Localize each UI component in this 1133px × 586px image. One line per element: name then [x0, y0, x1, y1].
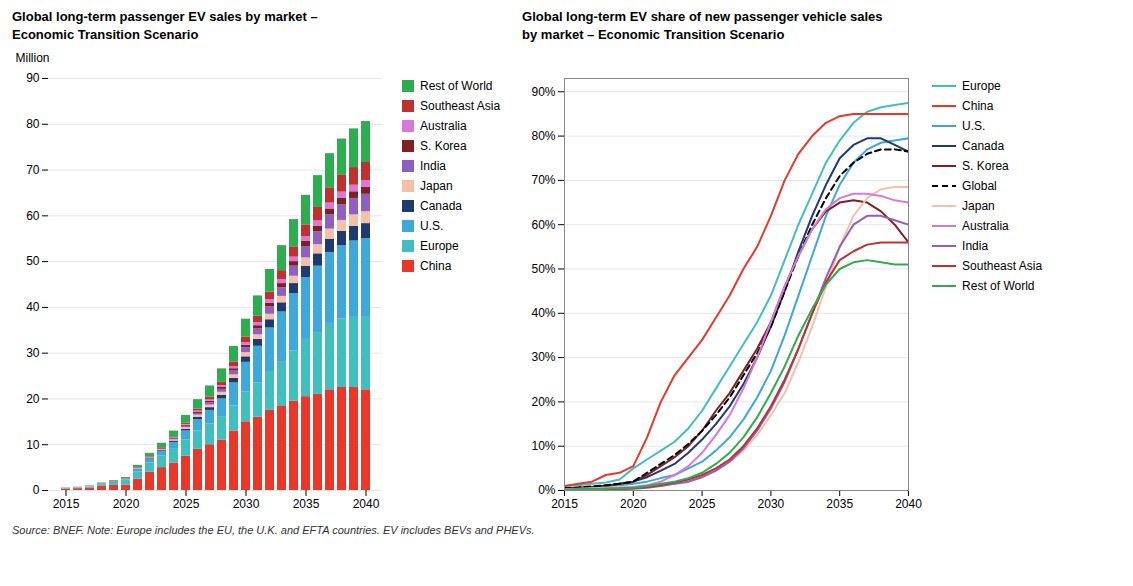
html-text:India: India: [420, 159, 446, 173]
svg-text:2040: 2040: [353, 497, 380, 511]
svg-text:2015: 2015: [53, 497, 80, 511]
html-text:U.S.: U.S.: [420, 219, 444, 233]
svg-text:20: 20: [26, 392, 40, 406]
html-text:India: India: [962, 239, 989, 253]
svg-text:10%: 10%: [532, 439, 556, 453]
svg-text:20%: 20%: [532, 395, 556, 409]
svg-text:0: 0: [33, 483, 40, 497]
svg-text:70%: 70%: [532, 173, 556, 187]
svg-text:80%: 80%: [532, 129, 556, 143]
html-text:Global: Global: [962, 179, 997, 193]
svg-text:2025: 2025: [173, 497, 200, 511]
html-text:Japan: Japan: [420, 179, 453, 193]
svg-text:50: 50: [26, 254, 40, 268]
svg-text:30%: 30%: [532, 350, 556, 364]
svg-text:70: 70: [26, 163, 40, 177]
svg-text:90: 90: [26, 71, 40, 85]
svg-text:10: 10: [26, 438, 40, 452]
html-text:Southeast Asia: Southeast Asia: [420, 99, 501, 113]
html-text:S. Korea: S. Korea: [962, 159, 1009, 173]
html-text:Canada: Canada: [962, 139, 1005, 153]
svg-text:2035: 2035: [293, 497, 320, 511]
svg-text:2025: 2025: [689, 497, 716, 511]
html-text:Australia: Australia: [962, 219, 1009, 233]
html-text:Japan: Japan: [962, 199, 995, 213]
svg-text:2040: 2040: [895, 497, 922, 511]
html-text:Source: BNEF. Note: Europe inc: Source: BNEF. Note: Europe includes the …: [12, 524, 535, 536]
html-text:Europe: Europe: [962, 79, 1001, 93]
svg-text:80: 80: [26, 117, 40, 131]
svg-text:30: 30: [26, 346, 40, 360]
html-text:U.S.: U.S.: [962, 119, 986, 133]
html-text:Global long-term passenger EV: Global long-term passenger EV sales by m…: [12, 9, 318, 42]
html-text:China: China: [420, 259, 452, 273]
html-text:Rest of World: Rest of World: [420, 79, 493, 93]
html-text:China: China: [962, 99, 994, 113]
html-text:Australia: Australia: [420, 119, 467, 133]
svg-text:50%: 50%: [532, 262, 556, 276]
html-text:Rest of World: Rest of World: [962, 279, 1035, 293]
svg-text:2015: 2015: [551, 497, 578, 511]
svg-text:60%: 60%: [532, 218, 556, 232]
svg-text:Million: Million: [16, 51, 50, 65]
svg-text:90%: 90%: [532, 85, 556, 99]
svg-text:2020: 2020: [113, 497, 140, 511]
svg-text:0%: 0%: [538, 483, 556, 497]
html-text:Global long-term EV share of n: Global long-term EV share of new passeng…: [522, 9, 883, 42]
svg-text:2035: 2035: [826, 497, 853, 511]
html-text:Europe: Europe: [420, 239, 459, 253]
html-text:S. Korea: S. Korea: [420, 139, 467, 153]
html-text:Canada: Canada: [420, 199, 462, 213]
html-text:Southeast Asia: Southeast Asia: [962, 259, 1043, 273]
svg-text:40: 40: [26, 300, 40, 314]
svg-text:2030: 2030: [233, 497, 260, 511]
svg-text:2020: 2020: [620, 497, 647, 511]
svg-text:60: 60: [26, 209, 40, 223]
svg-text:40%: 40%: [532, 306, 556, 320]
svg-text:2030: 2030: [758, 497, 785, 511]
